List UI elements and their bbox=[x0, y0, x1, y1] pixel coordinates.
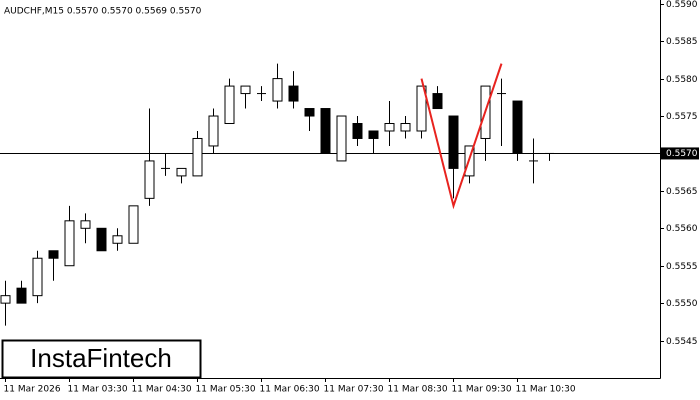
x-tick-label: 11 Mar 06:30 bbox=[260, 385, 320, 395]
candle-body bbox=[176, 167, 187, 177]
y-tick-label: 0.5580 bbox=[666, 75, 698, 85]
header: AUDCHF,M15 0.5570 0.5570 0.5569 0.5570 bbox=[4, 7, 202, 17]
x-tick-label: 11 Mar 03:30 bbox=[68, 385, 128, 395]
current-price-box bbox=[661, 147, 699, 160]
y-tick-label: 0.5575 bbox=[666, 112, 698, 122]
y-tick-label: 0.5555 bbox=[666, 262, 698, 272]
candle-body bbox=[512, 100, 523, 154]
candle-body bbox=[0, 295, 11, 304]
candle-body bbox=[320, 108, 331, 154]
y-tick-label: 0.5560 bbox=[666, 224, 698, 234]
candle-body bbox=[384, 123, 395, 132]
y-tick-label: 0.5545 bbox=[666, 337, 698, 347]
candle-body bbox=[288, 85, 299, 102]
logo: InstaFintech bbox=[30, 343, 172, 373]
y-tick-label: 0.5565 bbox=[666, 187, 698, 197]
y-tick-label: 0.5585 bbox=[666, 37, 698, 47]
candle-body bbox=[352, 123, 363, 139]
x-tick-label: 11 Mar 10:30 bbox=[516, 385, 576, 395]
x-tick-label: 11 Mar 04:30 bbox=[132, 385, 192, 395]
candle-body bbox=[416, 85, 427, 132]
candle-body bbox=[240, 85, 251, 95]
candle-body bbox=[368, 130, 379, 139]
candle-body bbox=[400, 123, 411, 132]
candle-body bbox=[64, 220, 75, 267]
logo-box bbox=[1, 339, 202, 379]
candle-body bbox=[192, 137, 203, 177]
x-tick-label: 11 Mar 05:30 bbox=[196, 385, 256, 395]
candle-body bbox=[112, 235, 123, 244]
candle-body bbox=[144, 160, 155, 199]
candle-body bbox=[224, 85, 235, 125]
x-tick-label: 11 Mar 07:30 bbox=[324, 385, 384, 395]
x-tick-label: 11 Mar 08:30 bbox=[388, 385, 448, 395]
pattern-line bbox=[420, 63, 503, 210]
candle-body bbox=[208, 115, 219, 147]
y-tick-label: 0.5550 bbox=[666, 299, 698, 309]
candle-body bbox=[80, 220, 91, 229]
candle-body bbox=[96, 227, 107, 252]
candle-body bbox=[128, 205, 139, 244]
x-tick-label: 11 Mar 09:30 bbox=[452, 385, 512, 395]
candle-body bbox=[48, 250, 59, 259]
candle-body bbox=[336, 115, 347, 162]
candle-body bbox=[448, 115, 459, 169]
y-tick-label: 0.5590 bbox=[666, 0, 698, 10]
candle-body bbox=[16, 287, 27, 304]
candle-body bbox=[272, 78, 283, 102]
candle-body bbox=[32, 257, 43, 297]
candle-body bbox=[432, 93, 443, 110]
current-price-label: 0.5570 bbox=[666, 149, 698, 159]
candle-body bbox=[304, 108, 315, 117]
x-tick-label: 11 Mar 2026 bbox=[4, 385, 61, 395]
